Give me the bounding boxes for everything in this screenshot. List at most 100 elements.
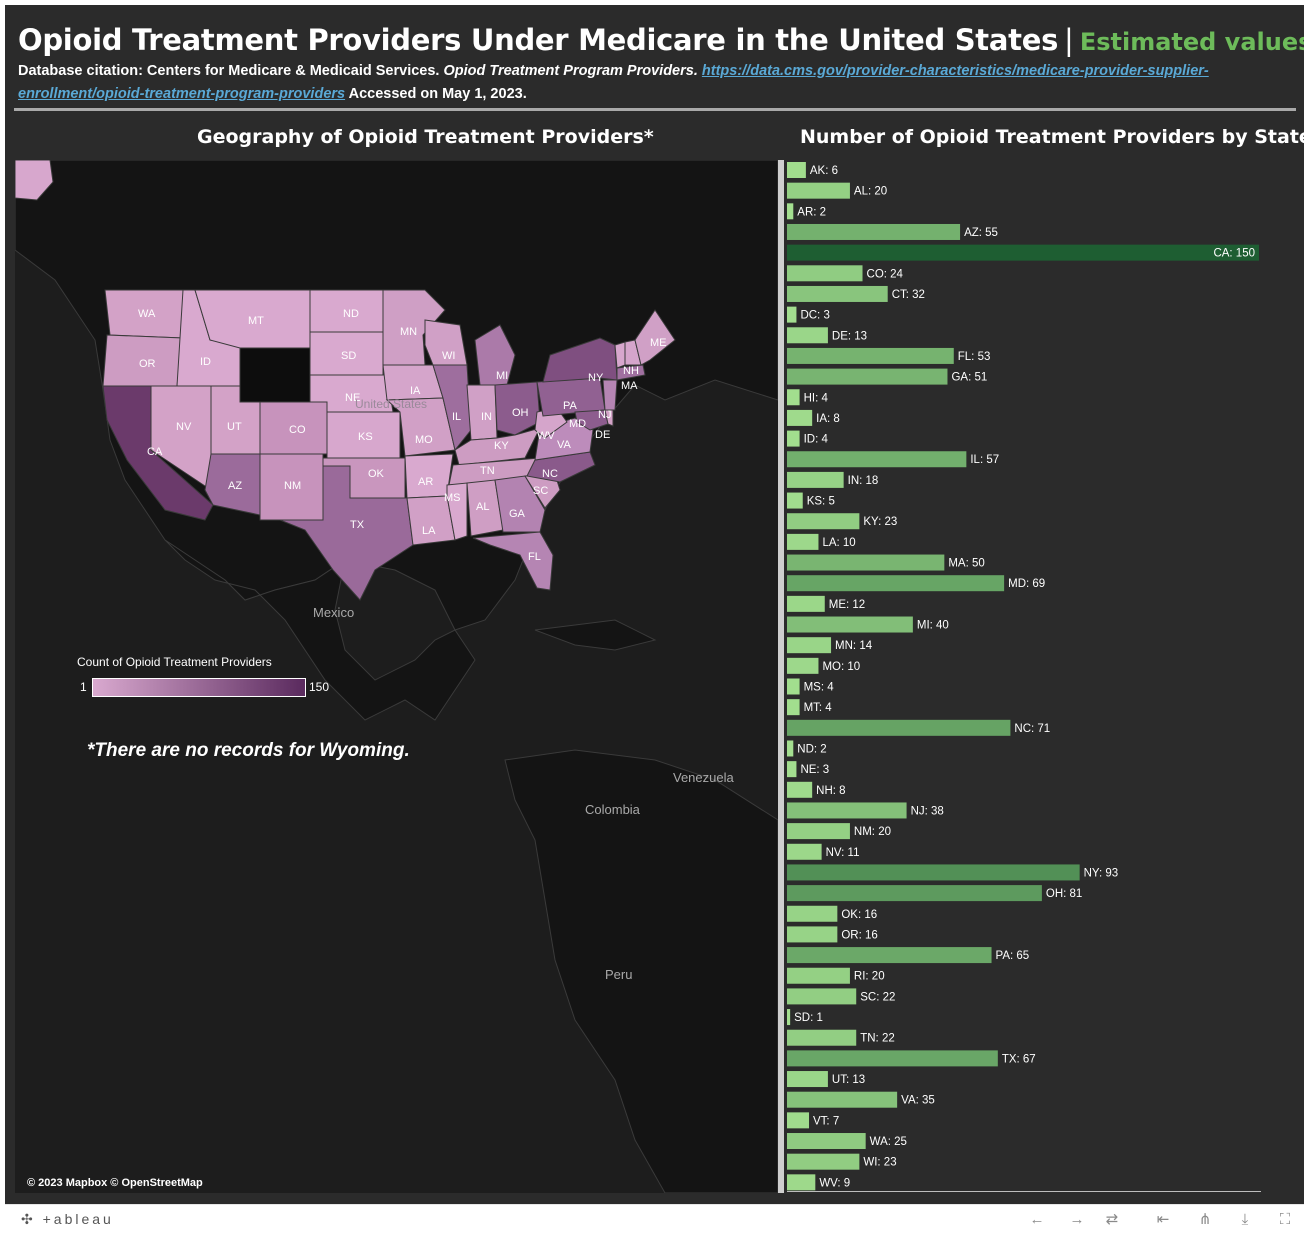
state-label-ca: CA bbox=[147, 446, 163, 458]
bar-ar[interactable] bbox=[787, 203, 794, 220]
state-il[interactable] bbox=[432, 364, 472, 452]
bar-oh[interactable] bbox=[787, 885, 1042, 902]
bar-ut[interactable] bbox=[787, 1071, 828, 1088]
bar-al[interactable] bbox=[787, 182, 850, 199]
map-title: Geography of Opioid Treatment Providers* bbox=[197, 126, 654, 148]
bar-ne[interactable] bbox=[787, 761, 797, 778]
bar-label-fl: FL: 53 bbox=[958, 351, 991, 363]
citation-link[interactable]: https://data.cms.gov/provider-characteri… bbox=[18, 63, 1209, 102]
state-fl[interactable] bbox=[472, 531, 554, 591]
bar-ct[interactable] bbox=[787, 285, 888, 302]
bar-ia[interactable] bbox=[787, 409, 813, 426]
state-label-nj: NJ bbox=[598, 409, 611, 421]
bar-ak[interactable] bbox=[787, 162, 806, 178]
state-mi[interactable] bbox=[474, 324, 516, 386]
bar-wi[interactable] bbox=[787, 1153, 860, 1170]
bar-dc[interactable] bbox=[787, 306, 797, 323]
bar-nh[interactable] bbox=[787, 781, 813, 798]
bar-ca[interactable] bbox=[787, 244, 1259, 261]
bar-mt[interactable] bbox=[787, 699, 800, 716]
undo-icon[interactable]: ← bbox=[1029, 1211, 1045, 1228]
bar-sc[interactable] bbox=[787, 988, 857, 1005]
bar-ga[interactable] bbox=[787, 368, 948, 385]
bar-vt[interactable] bbox=[787, 1112, 810, 1129]
redo-icon[interactable]: → bbox=[1069, 1211, 1085, 1228]
bar-ma[interactable] bbox=[787, 554, 945, 571]
bar-label-vt: VT: 7 bbox=[813, 1115, 839, 1127]
place-label-peru: Peru bbox=[605, 967, 632, 982]
bar-nv[interactable] bbox=[787, 843, 822, 860]
state-nj[interactable] bbox=[602, 379, 618, 411]
bar-tx[interactable] bbox=[787, 1050, 998, 1067]
tableau-logo[interactable]: ✣ +ableau bbox=[21, 1211, 114, 1228]
bar-de[interactable] bbox=[787, 327, 828, 344]
bar-ks[interactable] bbox=[787, 492, 803, 509]
bar-wa[interactable] bbox=[787, 1133, 866, 1150]
download-icon[interactable]: ⤓ bbox=[1241, 1211, 1249, 1228]
reset-icon[interactable]: ⇤ bbox=[1156, 1211, 1170, 1228]
bar-nd[interactable] bbox=[787, 740, 794, 757]
state-ms[interactable] bbox=[446, 482, 468, 541]
bar-il[interactable] bbox=[787, 451, 967, 468]
bar-ok[interactable] bbox=[787, 905, 838, 922]
revert-icon[interactable]: ⇄ bbox=[1105, 1211, 1119, 1228]
place-label-us: United States bbox=[355, 397, 427, 411]
bar-wv[interactable] bbox=[787, 1174, 816, 1191]
state-az[interactable] bbox=[204, 453, 261, 516]
place-label-mexico: Mexico bbox=[313, 605, 354, 620]
bar-fl[interactable] bbox=[787, 347, 954, 364]
state-label-oh: OH bbox=[512, 407, 529, 419]
fullscreen-icon[interactable]: ⛶ bbox=[1279, 1211, 1291, 1228]
state-oh[interactable] bbox=[494, 381, 541, 436]
bar-mo[interactable] bbox=[787, 657, 819, 674]
state-label-ar: AR bbox=[418, 476, 433, 488]
bar-label-la: LA: 10 bbox=[822, 537, 855, 549]
bar-or[interactable] bbox=[787, 926, 838, 943]
state-label-wa: WA bbox=[138, 308, 156, 320]
share-icon[interactable]: ⋔ bbox=[1198, 1211, 1212, 1228]
bar-la[interactable] bbox=[787, 533, 819, 550]
state-md[interactable] bbox=[574, 409, 609, 431]
bar-me[interactable] bbox=[787, 595, 825, 612]
bar-label-ri: RI: 20 bbox=[854, 971, 885, 983]
bar-label-oh: OH: 81 bbox=[1046, 888, 1082, 900]
state-me[interactable] bbox=[634, 309, 676, 366]
bar-az[interactable] bbox=[787, 223, 961, 240]
state-mo[interactable] bbox=[385, 397, 456, 457]
map-view[interactable]: WA MT ND MN OR ID SD WI MI IA NE NV UT C… bbox=[15, 160, 778, 1193]
state-label-ut: UT bbox=[227, 421, 242, 433]
bar-label-mo: MO: 10 bbox=[822, 661, 860, 673]
wyoming-footnote: *There are no records for Wyoming. bbox=[87, 740, 410, 761]
bar-ny[interactable] bbox=[787, 864, 1080, 881]
bar-ms[interactable] bbox=[787, 678, 800, 695]
bar-sd[interactable] bbox=[787, 1009, 791, 1026]
state-label-me: ME bbox=[650, 337, 667, 349]
bar-md[interactable] bbox=[787, 575, 1005, 592]
state-label-ia: IA bbox=[410, 385, 421, 397]
state-ma[interactable] bbox=[616, 364, 646, 381]
state-label-mn: MN bbox=[400, 326, 417, 338]
state-ga[interactable] bbox=[494, 475, 546, 533]
bar-ky[interactable] bbox=[787, 513, 860, 530]
bar-hi[interactable] bbox=[787, 389, 800, 406]
bar-ri[interactable] bbox=[787, 967, 850, 984]
map-copyright[interactable]: © 2023 Mapbox © OpenStreetMap bbox=[27, 1177, 203, 1189]
bar-co[interactable] bbox=[787, 265, 863, 282]
bar-in[interactable] bbox=[787, 471, 844, 488]
bar-va[interactable] bbox=[787, 1091, 898, 1108]
state-label-nv: NV bbox=[176, 421, 192, 433]
bar-label-ut: UT: 13 bbox=[832, 1074, 865, 1086]
bar-mi[interactable] bbox=[787, 616, 913, 633]
dashboard: Opioid Treatment Providers Under Medicar… bbox=[5, 5, 1304, 1204]
bar-tn[interactable] bbox=[787, 1029, 857, 1046]
bar-nj[interactable] bbox=[787, 802, 907, 819]
state-wy[interactable] bbox=[239, 347, 311, 403]
bar-pa[interactable] bbox=[787, 947, 992, 964]
bar-mn[interactable] bbox=[787, 637, 832, 654]
main-title: Opioid Treatment Providers Under Medicar… bbox=[18, 23, 1059, 57]
bar-id[interactable] bbox=[787, 430, 800, 447]
state-tx[interactable] bbox=[279, 465, 414, 601]
bar-nm[interactable] bbox=[787, 823, 850, 840]
bar-nc[interactable] bbox=[787, 719, 1011, 736]
state-ak[interactable] bbox=[15, 160, 54, 201]
